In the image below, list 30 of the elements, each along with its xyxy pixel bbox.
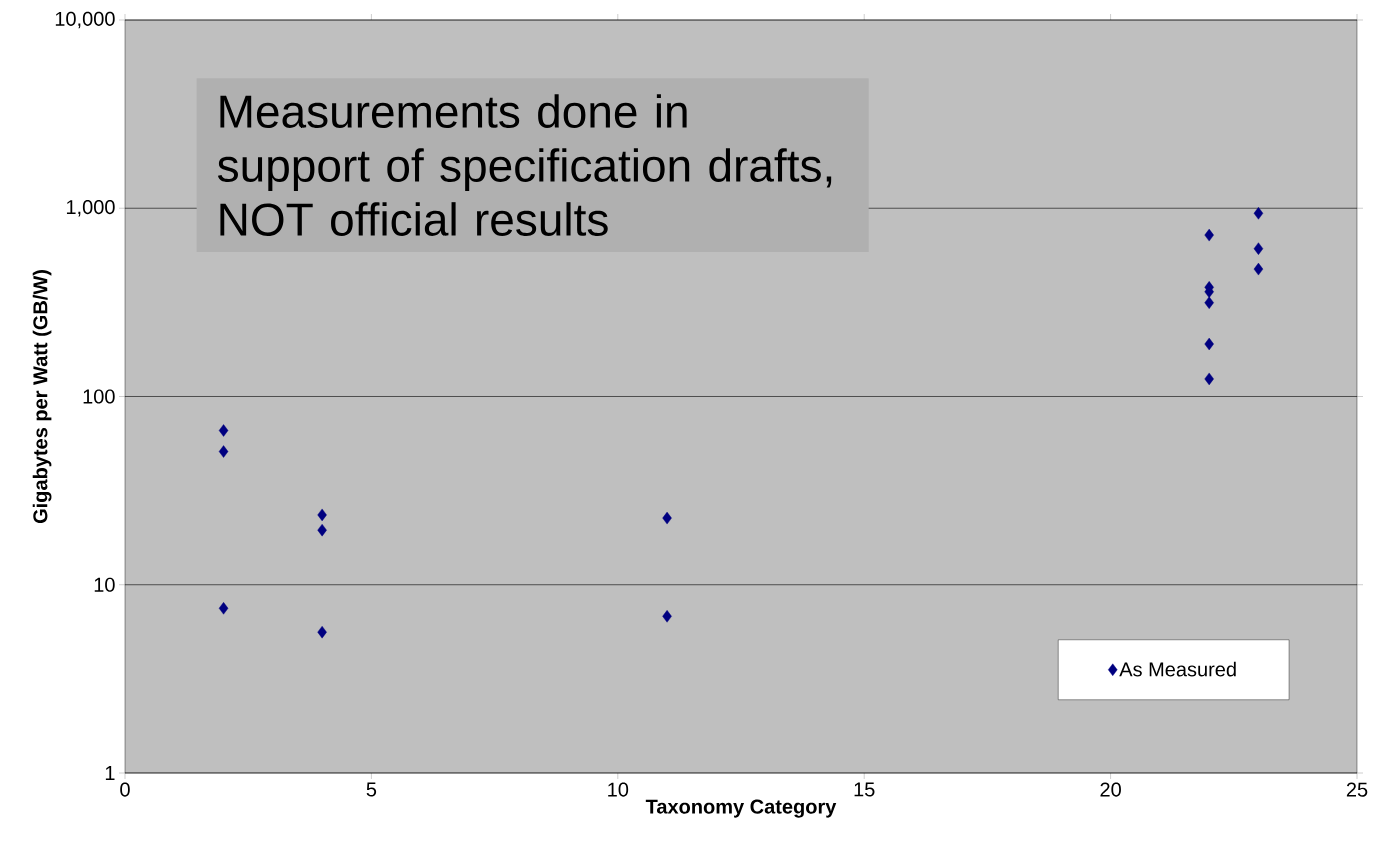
x-tick-label: 25 — [1346, 782, 1368, 797]
point — [317, 508, 327, 522]
point — [218, 602, 229, 615]
point — [1204, 372, 1214, 386]
x-axis-title: Taxonomy Category — [645, 799, 837, 818]
point — [1204, 296, 1214, 309]
point — [218, 445, 229, 458]
x-tick-label: 5 — [366, 782, 377, 797]
x-tick-label: 15 — [854, 782, 875, 797]
point — [317, 523, 327, 537]
x-tick-label: 10 — [608, 782, 629, 797]
point — [1253, 262, 1264, 276]
y-axis-title: Gigabytes per Watt (GB/W) — [32, 270, 52, 524]
annotation: Measurements done in support of specification drafts, NOT official results — [217, 94, 832, 236]
point — [1204, 228, 1214, 242]
y-tick-label: 10,000 — [55, 11, 115, 29]
point — [218, 424, 229, 437]
y-tick-label: 100 — [83, 389, 115, 404]
y-tick-label: 1,000 — [66, 199, 115, 217]
point — [662, 610, 672, 623]
point — [317, 625, 327, 639]
point — [662, 511, 672, 525]
y-tick-label: 1 — [105, 766, 115, 780]
x-tick-label: 0 — [120, 782, 130, 797]
legend-label: As Measured — [1119, 661, 1236, 677]
point — [1253, 207, 1264, 220]
point — [1204, 337, 1214, 351]
y-tick-label: 10 — [94, 577, 115, 592]
point — [1253, 242, 1264, 255]
x-tick-label: 20 — [1100, 782, 1121, 797]
